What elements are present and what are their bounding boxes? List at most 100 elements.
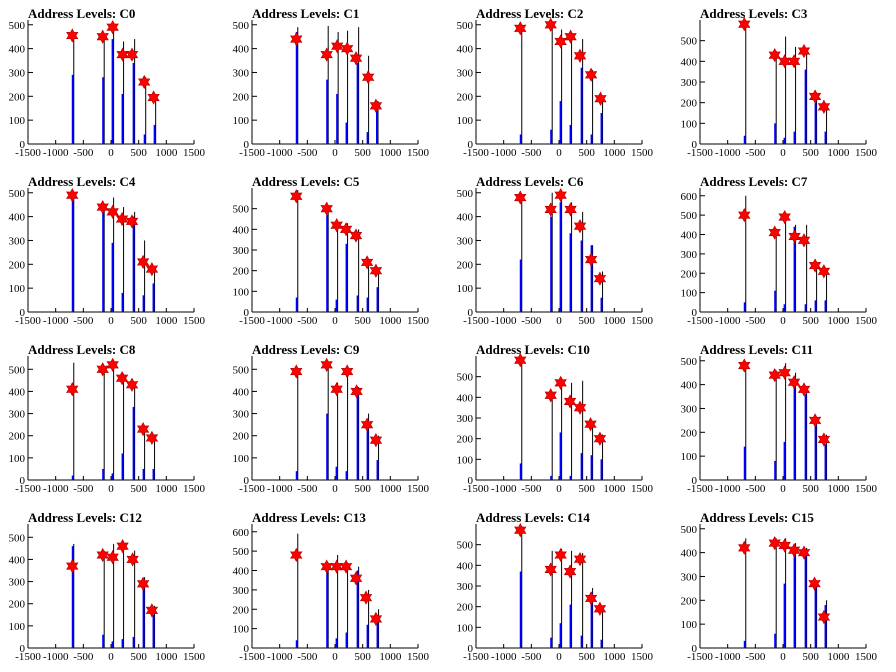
x-tick-label: -500 — [73, 147, 94, 159]
x-tick-label: -500 — [297, 651, 318, 663]
y-tick-label: 0 — [468, 643, 474, 655]
x-tick-label: -1500 — [239, 315, 265, 327]
y-tick-label: 300 — [457, 413, 474, 425]
y-tick-label: 0 — [244, 643, 250, 655]
x-tick-label: -1000 — [267, 315, 293, 327]
x-tick-label: 500 — [130, 147, 147, 159]
histogram-bar — [559, 101, 562, 144]
y-tick-label: 400 — [9, 44, 26, 56]
y-tick-label: 100 — [457, 622, 474, 634]
histogram-bar — [814, 300, 817, 312]
histogram-bar — [590, 245, 593, 312]
star-icon — [349, 571, 363, 586]
x-tick-label: 1000 — [603, 315, 626, 327]
x-tick-label: -500 — [521, 315, 542, 327]
star-icon — [106, 357, 119, 373]
histogram-bar — [550, 129, 553, 144]
histogram-bar — [152, 283, 155, 312]
y-tick-label: 300 — [9, 409, 26, 421]
star-icon — [787, 375, 801, 390]
x-tick-label: -500 — [521, 651, 542, 663]
star-icon — [584, 417, 597, 432]
y-tick-label: 0 — [244, 139, 250, 151]
star-icon — [593, 601, 607, 616]
x-tick-label: -500 — [73, 651, 94, 663]
x-tick-label: -1000 — [267, 147, 293, 159]
star-icon — [106, 204, 119, 219]
y-tick-label: 500 — [9, 20, 26, 32]
histogram-bar — [814, 586, 817, 648]
y-tick-label: 300 — [681, 249, 698, 261]
star-icon — [320, 47, 333, 62]
chart-plot: 0 100 200 300 400 500 -1500 -1000 -500 0 500 1000 15… — [681, 16, 878, 159]
x-tick-label: -1500 — [15, 483, 41, 495]
x-tick-label: 0 — [108, 483, 114, 495]
x-tick-label: 500 — [130, 651, 147, 663]
chart-title: Address Levels: C9 — [252, 342, 360, 357]
y-tick-label: 300 — [9, 67, 26, 79]
y-tick-label: 200 — [681, 595, 698, 607]
x-tick-label: 1000 — [155, 483, 178, 495]
histogram-bar — [580, 635, 583, 648]
star-icon — [116, 47, 129, 62]
x-tick-label: 0 — [556, 651, 562, 663]
x-tick-label: 1500 — [183, 651, 206, 663]
y-tick-label: 0 — [20, 475, 26, 487]
histogram-bar — [743, 640, 746, 648]
x-tick-label: -1500 — [687, 147, 713, 159]
x-tick-label: -500 — [745, 651, 766, 663]
star-icon — [369, 98, 383, 113]
histogram-bar — [814, 420, 817, 480]
y-tick-label: 0 — [468, 475, 474, 487]
histogram-bar — [71, 546, 74, 648]
x-tick-label: -1000 — [715, 315, 741, 327]
x-tick-label: 1500 — [183, 315, 206, 327]
x-tick-label: 1000 — [827, 315, 850, 327]
histogram-bar — [356, 62, 359, 144]
star-icon — [514, 523, 527, 538]
y-tick-label: 500 — [9, 532, 26, 544]
star-icon — [768, 225, 781, 240]
y-tick-label: 500 — [681, 210, 698, 222]
star-icon — [584, 252, 598, 267]
histogram-bar — [783, 137, 786, 144]
star-icon — [340, 41, 354, 56]
x-tick-label: -500 — [745, 483, 766, 495]
histogram-bar — [102, 211, 105, 312]
y-tick-label: 100 — [457, 454, 474, 466]
histogram-bar — [336, 93, 339, 144]
star-icon — [514, 190, 527, 205]
y-tick-label: 300 — [457, 235, 474, 247]
star-icon — [573, 219, 587, 234]
y-tick-label: 200 — [233, 266, 250, 278]
histogram-bar — [590, 134, 593, 144]
histogram-bar — [326, 214, 329, 312]
x-tick-label: 1500 — [407, 315, 430, 327]
y-tick-label: 200 — [457, 434, 474, 446]
chart-title: Address Levels: C14 — [476, 510, 590, 525]
histogram-bar — [335, 299, 338, 312]
chart-title: Address Levels: C1 — [252, 6, 360, 21]
star-icon — [125, 377, 139, 392]
y-tick-label: 100 — [457, 115, 474, 127]
star-icon — [563, 394, 577, 409]
histogram-bar — [600, 113, 603, 144]
star-icon — [362, 70, 375, 85]
histogram-bar — [142, 581, 145, 648]
y-tick-label: 400 — [233, 566, 250, 578]
star-icon — [817, 99, 831, 114]
x-tick-label: 0 — [556, 147, 562, 159]
x-tick-label: 500 — [354, 651, 371, 663]
y-tick-label: 400 — [9, 554, 26, 566]
y-tick-label: 100 — [457, 283, 474, 295]
star-icon — [768, 535, 781, 551]
histogram-bar — [356, 395, 359, 480]
star-icon — [808, 89, 822, 104]
histogram-bar — [793, 131, 796, 144]
star-icon — [544, 202, 557, 217]
x-tick-label: -1500 — [463, 315, 489, 327]
y-tick-label: 0 — [244, 475, 250, 487]
y-tick-label: 400 — [681, 548, 698, 560]
histogram-bar — [326, 413, 329, 480]
